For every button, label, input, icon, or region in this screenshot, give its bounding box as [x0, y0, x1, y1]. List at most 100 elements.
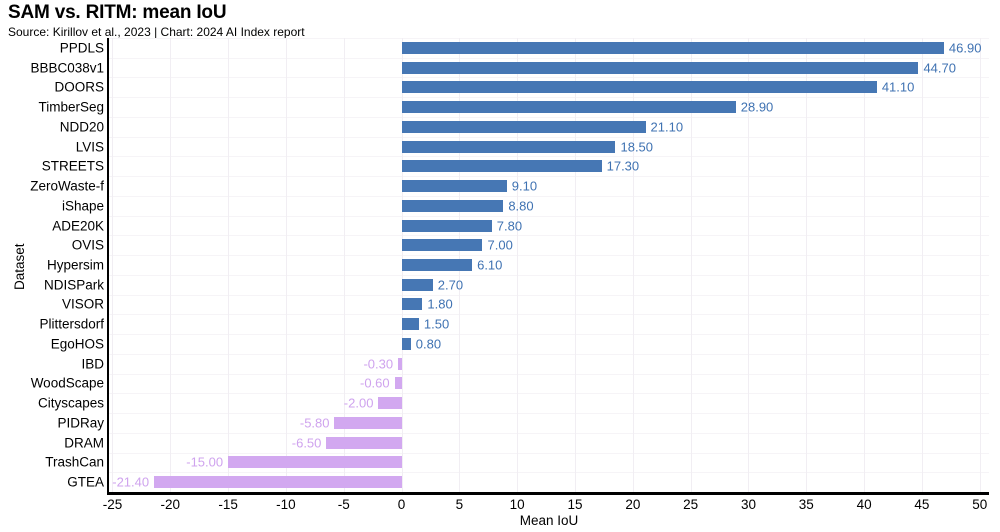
v-gridline	[690, 38, 692, 492]
h-gridline	[109, 136, 989, 138]
ytick-BBBC038v1: BBBC038v1	[30, 60, 104, 76]
value-label-ADE20K: 7.80	[496, 218, 523, 234]
ytick-VISOR: VISOR	[61, 296, 104, 312]
ytick-NDD20: NDD20	[59, 119, 104, 135]
bar-OVIS	[401, 239, 483, 252]
xtick-10: 10	[509, 497, 525, 512]
xtick-0: 0	[397, 497, 406, 512]
xtick--5: -5	[337, 497, 350, 512]
h-gridline	[109, 38, 989, 39]
v-gridline	[517, 38, 519, 492]
bar-ADE20K	[401, 219, 492, 232]
chart-subtitle: Source: Kirillov et al., 2023 | Chart: 2…	[8, 25, 305, 39]
xtick-45: 45	[914, 497, 930, 512]
bar-WoodScape	[394, 377, 402, 390]
value-label-NDISPark: 2.70	[437, 277, 464, 293]
ytick-DRAM: DRAM	[64, 435, 104, 451]
ytick-ADE20K: ADE20K	[52, 218, 104, 234]
xtick--20: -20	[160, 497, 181, 512]
value-label-NDD20: 21.10	[650, 119, 684, 135]
chart-title: SAM vs. RITM: mean IoU	[8, 2, 227, 23]
v-gridline	[921, 38, 923, 492]
h-gridline	[109, 274, 989, 276]
h-gridline	[109, 314, 989, 316]
xtick-25: 25	[683, 497, 699, 512]
bar-PPDLS	[401, 41, 944, 54]
xtick-5: 5	[455, 497, 464, 512]
v-gridline	[575, 38, 577, 492]
value-label-GTEA: -21.40	[112, 474, 150, 490]
value-label-STREETS: 17.30	[606, 158, 640, 174]
value-label-EgoHOS: 0.80	[415, 336, 442, 352]
h-gridline	[109, 472, 989, 474]
v-gridline	[748, 38, 750, 492]
bar-ZeroWaste-f	[401, 180, 507, 193]
ytick-IBD: IBD	[81, 356, 104, 372]
ytick-LVIS: LVIS	[75, 139, 104, 155]
ytick-WoodScape: WoodScape	[30, 375, 104, 391]
bar-NDISPark	[401, 278, 433, 291]
ytick-STREETS: STREETS	[41, 158, 104, 174]
ytick-EgoHOS: EgoHOS	[50, 336, 104, 352]
h-gridline	[109, 156, 989, 158]
h-gridline	[109, 432, 989, 434]
ytick-Hypersim: Hypersim	[46, 257, 104, 273]
value-label-PPDLS: 46.90	[948, 40, 982, 56]
ytick-GTEA: GTEA	[67, 474, 104, 490]
value-label-TrashCan: -15.00	[186, 454, 224, 470]
ytick-ZeroWaste-f: ZeroWaste-f	[30, 178, 104, 194]
v-gridline	[979, 38, 981, 492]
value-label-iShape: 8.80	[508, 198, 534, 214]
ytick-NDISPark: NDISPark	[43, 277, 104, 293]
value-label-IBD: -0.30	[363, 356, 394, 372]
xtick--10: -10	[276, 497, 296, 512]
h-gridline	[109, 353, 989, 355]
value-label-DOORS: 41.10	[881, 79, 915, 95]
bar-GTEA	[154, 476, 402, 489]
h-gridline	[109, 57, 989, 59]
h-gridline	[109, 255, 989, 257]
ytick-TimberSeg: TimberSeg	[38, 99, 104, 115]
value-label-DRAM: -6.50	[291, 435, 322, 451]
xtick-40: 40	[856, 497, 872, 512]
xtick--15: -15	[218, 497, 238, 512]
v-gridline	[632, 38, 634, 492]
ytick-PIDRay: PIDRay	[57, 415, 104, 431]
bar-LVIS	[401, 140, 616, 153]
v-gridline	[343, 38, 345, 492]
xtick-50: 50	[972, 497, 988, 512]
bar-Hypersim	[401, 259, 473, 271]
bar-Plittersdorf	[401, 318, 419, 331]
h-gridline	[109, 97, 989, 99]
h-gridline	[109, 116, 989, 118]
bar-Cityscapes	[378, 397, 402, 410]
value-label-OVIS: 7.00	[487, 237, 513, 253]
h-gridline	[109, 176, 989, 178]
value-label-WoodScape: -0.60	[359, 375, 390, 391]
bar-VISOR	[401, 298, 423, 311]
value-label-LVIS: 18.50	[620, 139, 654, 155]
value-label-Plittersdorf: 1.50	[423, 316, 450, 332]
value-label-VISOR: 1.80	[427, 296, 453, 312]
v-gridline	[112, 38, 114, 492]
xtick-30: 30	[740, 497, 756, 512]
h-gridline	[109, 413, 989, 415]
xtick-35: 35	[798, 497, 814, 512]
h-gridline	[109, 294, 989, 296]
h-gridline	[109, 373, 989, 375]
x-axis-title: Mean IoU	[519, 513, 579, 528]
h-gridline	[109, 215, 989, 217]
v-gridline	[228, 38, 230, 492]
h-gridline	[109, 235, 989, 237]
ytick-Plittersdorf: Plittersdorf	[39, 316, 104, 332]
value-label-TimberSeg: 28.90	[740, 99, 774, 115]
h-gridline	[109, 195, 989, 197]
v-gridline	[864, 38, 866, 492]
xtick-15: 15	[567, 497, 583, 512]
value-label-Cityscapes: -2.00	[343, 395, 374, 411]
bar-TrashCan	[228, 456, 402, 469]
bar-NDD20	[401, 120, 646, 133]
ytick-DOORS: DOORS	[54, 79, 104, 95]
ytick-TrashCan: TrashCan	[45, 454, 104, 470]
v-gridline	[806, 38, 808, 492]
